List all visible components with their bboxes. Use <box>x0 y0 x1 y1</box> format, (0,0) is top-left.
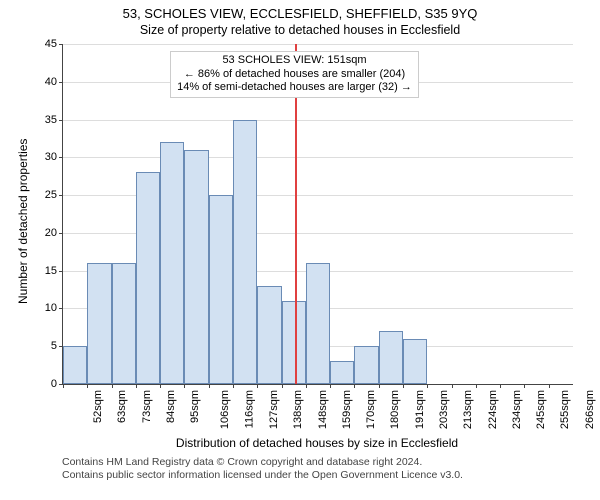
x-tick-mark <box>452 384 453 388</box>
footer-line-1: Contains HM Land Registry data © Crown c… <box>62 456 463 469</box>
annotation-line: 14% of semi-detached houses are larger (… <box>177 81 412 95</box>
x-axis-title: Distribution of detached houses by size … <box>62 436 572 450</box>
histogram-bar <box>184 150 208 384</box>
grid-line <box>63 120 573 121</box>
plot-area: 05101520253035404552sqm63sqm73sqm84sqm95… <box>62 44 573 385</box>
chart-container: 53, SCHOLES VIEW, ECCLESFIELD, SHEFFIELD… <box>0 0 600 500</box>
y-tick-label: 0 <box>51 378 63 390</box>
x-tick-mark <box>427 384 428 388</box>
x-tick-mark <box>136 384 137 388</box>
x-tick-label: 245sqm <box>535 390 547 429</box>
histogram-bar <box>160 142 184 384</box>
x-tick-label: 138sqm <box>292 390 304 429</box>
histogram-bar <box>112 263 136 384</box>
x-tick-label: 95sqm <box>189 390 201 423</box>
x-tick-label: 213sqm <box>462 390 474 429</box>
x-tick-mark <box>184 384 185 388</box>
x-tick-label: 234sqm <box>511 390 523 429</box>
grid-line <box>63 384 573 385</box>
y-tick-label: 35 <box>45 114 63 126</box>
histogram-bar <box>233 120 257 384</box>
histogram-bar <box>403 339 427 384</box>
x-tick-mark <box>112 384 113 388</box>
x-tick-label: 180sqm <box>390 390 402 429</box>
x-tick-label: 116sqm <box>243 390 255 428</box>
histogram-bar <box>136 172 160 384</box>
histogram-bar <box>330 361 354 384</box>
histogram-bar <box>87 263 111 384</box>
x-tick-label: 52sqm <box>92 390 104 423</box>
x-tick-mark <box>379 384 380 388</box>
x-tick-mark <box>549 384 550 388</box>
y-tick-label: 15 <box>45 265 63 277</box>
x-tick-mark <box>354 384 355 388</box>
x-tick-mark <box>160 384 161 388</box>
histogram-bar <box>63 346 87 384</box>
y-tick-label: 20 <box>45 227 63 239</box>
x-tick-label: 170sqm <box>365 390 377 429</box>
x-tick-label: 63sqm <box>116 390 128 423</box>
y-tick-label: 5 <box>51 340 63 352</box>
x-tick-label: 106sqm <box>220 390 232 429</box>
y-tick-label: 40 <box>45 76 63 88</box>
x-tick-label: 84sqm <box>165 390 177 423</box>
histogram-bar <box>354 346 378 384</box>
x-tick-label: 266sqm <box>584 390 596 429</box>
annotation-box: 53 SCHOLES VIEW: 151sqm← 86% of detached… <box>170 51 419 98</box>
chart-subtitle: Size of property relative to detached ho… <box>0 21 600 37</box>
x-tick-label: 224sqm <box>487 390 499 429</box>
x-tick-mark <box>233 384 234 388</box>
x-tick-mark <box>87 384 88 388</box>
histogram-bar <box>306 263 330 384</box>
x-tick-label: 127sqm <box>268 390 280 429</box>
y-tick-label: 10 <box>45 302 63 314</box>
histogram-bar <box>257 286 281 384</box>
grid-line <box>63 157 573 158</box>
chart-title: 53, SCHOLES VIEW, ECCLESFIELD, SHEFFIELD… <box>0 0 600 21</box>
x-tick-label: 148sqm <box>317 390 329 429</box>
histogram-bar <box>379 331 403 384</box>
footer-line-2: Contains public sector information licen… <box>62 469 463 482</box>
grid-line <box>63 44 573 45</box>
x-tick-mark <box>209 384 210 388</box>
y-tick-label: 25 <box>45 189 63 201</box>
histogram-bar <box>209 195 233 384</box>
x-tick-label: 191sqm <box>414 390 426 429</box>
x-tick-mark <box>500 384 501 388</box>
annotation-line: 53 SCHOLES VIEW: 151sqm <box>177 54 412 68</box>
x-tick-mark <box>476 384 477 388</box>
x-tick-label: 255sqm <box>560 390 572 429</box>
x-tick-mark <box>257 384 258 388</box>
x-tick-mark <box>282 384 283 388</box>
x-tick-mark <box>403 384 404 388</box>
x-tick-label: 159sqm <box>341 390 353 429</box>
y-axis-title: Number of detached properties <box>16 139 30 304</box>
x-tick-label: 73sqm <box>141 390 153 423</box>
y-tick-label: 30 <box>45 151 63 163</box>
footer-text: Contains HM Land Registry data © Crown c… <box>62 456 463 482</box>
x-tick-mark <box>524 384 525 388</box>
annotation-line: ← 86% of detached houses are smaller (20… <box>177 68 412 82</box>
x-tick-mark <box>306 384 307 388</box>
x-tick-mark <box>330 384 331 388</box>
x-tick-label: 203sqm <box>438 390 450 429</box>
y-tick-label: 45 <box>45 38 63 50</box>
x-tick-mark <box>63 384 64 388</box>
